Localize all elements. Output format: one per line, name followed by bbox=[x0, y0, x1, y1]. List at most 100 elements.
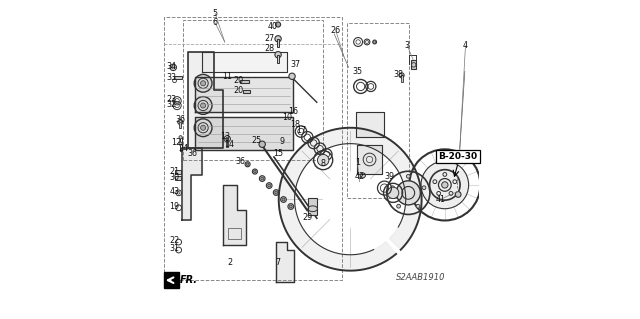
Bar bbox=[175, 176, 181, 180]
Text: 37: 37 bbox=[290, 60, 300, 69]
Text: 26: 26 bbox=[331, 26, 341, 35]
Text: 3: 3 bbox=[405, 41, 410, 50]
Text: 40: 40 bbox=[268, 22, 278, 31]
Circle shape bbox=[289, 73, 295, 79]
Bar bbox=[347, 23, 409, 197]
Polygon shape bbox=[276, 242, 294, 282]
Text: 8: 8 bbox=[320, 159, 325, 168]
Text: 34: 34 bbox=[166, 62, 177, 71]
Text: 25: 25 bbox=[252, 136, 262, 145]
Bar bbox=[175, 170, 181, 174]
Polygon shape bbox=[195, 117, 293, 150]
Text: 11: 11 bbox=[222, 72, 232, 81]
Circle shape bbox=[266, 183, 272, 189]
Polygon shape bbox=[356, 112, 383, 137]
Circle shape bbox=[455, 192, 461, 197]
Text: 41: 41 bbox=[436, 195, 445, 204]
Bar bbox=[240, 80, 249, 83]
Text: 5: 5 bbox=[212, 9, 218, 18]
Circle shape bbox=[387, 187, 399, 198]
Circle shape bbox=[245, 162, 250, 167]
Bar bbox=[227, 139, 228, 147]
Circle shape bbox=[280, 197, 286, 202]
Text: 35: 35 bbox=[353, 67, 362, 76]
Text: 14: 14 bbox=[224, 140, 234, 149]
Polygon shape bbox=[188, 51, 223, 148]
Text: 31: 31 bbox=[170, 244, 180, 253]
Bar bbox=[164, 17, 342, 280]
Circle shape bbox=[273, 190, 279, 196]
Text: 36: 36 bbox=[235, 157, 245, 166]
Circle shape bbox=[399, 73, 404, 78]
Circle shape bbox=[422, 186, 426, 190]
Text: 20: 20 bbox=[233, 76, 243, 85]
Circle shape bbox=[194, 97, 212, 115]
Text: 6: 6 bbox=[212, 19, 218, 27]
Text: 33: 33 bbox=[166, 73, 177, 82]
Bar bbox=[179, 122, 181, 128]
Text: 19: 19 bbox=[170, 202, 180, 211]
Text: 36: 36 bbox=[175, 115, 185, 124]
Polygon shape bbox=[164, 272, 179, 288]
Circle shape bbox=[397, 204, 401, 208]
Bar bbox=[228, 228, 241, 239]
Text: FR.: FR. bbox=[180, 275, 198, 285]
Circle shape bbox=[390, 186, 394, 190]
Circle shape bbox=[194, 74, 212, 92]
Bar bbox=[401, 75, 403, 82]
Text: 24: 24 bbox=[179, 144, 189, 153]
Text: 13: 13 bbox=[220, 132, 230, 141]
Circle shape bbox=[178, 120, 183, 124]
Text: 22: 22 bbox=[170, 236, 180, 245]
Circle shape bbox=[179, 142, 182, 145]
Text: 21: 21 bbox=[170, 167, 180, 176]
Circle shape bbox=[288, 204, 294, 209]
Text: 32: 32 bbox=[166, 100, 177, 109]
Circle shape bbox=[200, 125, 205, 130]
Bar bbox=[243, 90, 250, 93]
Circle shape bbox=[252, 169, 257, 174]
Circle shape bbox=[275, 36, 281, 42]
Bar bbox=[180, 137, 182, 144]
Text: 17: 17 bbox=[296, 126, 306, 135]
Circle shape bbox=[275, 51, 281, 58]
Text: 12: 12 bbox=[172, 138, 182, 147]
Polygon shape bbox=[195, 77, 293, 112]
Text: 10: 10 bbox=[283, 113, 292, 122]
Polygon shape bbox=[182, 148, 202, 220]
Circle shape bbox=[200, 103, 205, 108]
Text: 42: 42 bbox=[355, 172, 365, 181]
Polygon shape bbox=[202, 51, 287, 72]
Circle shape bbox=[200, 81, 205, 86]
Circle shape bbox=[416, 204, 420, 208]
Bar bbox=[308, 197, 317, 215]
Circle shape bbox=[360, 173, 365, 178]
Bar bbox=[277, 55, 279, 63]
Circle shape bbox=[276, 22, 280, 27]
Bar bbox=[277, 39, 279, 47]
Circle shape bbox=[396, 181, 420, 205]
Text: 27: 27 bbox=[264, 34, 275, 43]
Polygon shape bbox=[278, 128, 422, 271]
Polygon shape bbox=[358, 145, 381, 174]
Circle shape bbox=[442, 182, 448, 188]
Text: 18: 18 bbox=[290, 120, 300, 129]
Circle shape bbox=[259, 141, 266, 147]
Circle shape bbox=[421, 161, 468, 209]
Bar bbox=[184, 20, 323, 160]
Circle shape bbox=[179, 136, 182, 139]
Circle shape bbox=[282, 198, 285, 201]
Text: 28: 28 bbox=[264, 44, 275, 54]
Text: 7: 7 bbox=[275, 258, 280, 267]
Text: 2: 2 bbox=[227, 258, 232, 267]
Bar bbox=[174, 76, 182, 79]
Circle shape bbox=[246, 163, 249, 166]
Circle shape bbox=[275, 191, 278, 194]
Text: 20: 20 bbox=[233, 86, 243, 95]
Text: 1: 1 bbox=[355, 158, 360, 167]
Text: 30: 30 bbox=[170, 174, 180, 182]
Text: 38: 38 bbox=[394, 70, 404, 79]
Circle shape bbox=[259, 176, 265, 182]
Circle shape bbox=[260, 177, 264, 180]
Text: 29: 29 bbox=[302, 213, 312, 222]
